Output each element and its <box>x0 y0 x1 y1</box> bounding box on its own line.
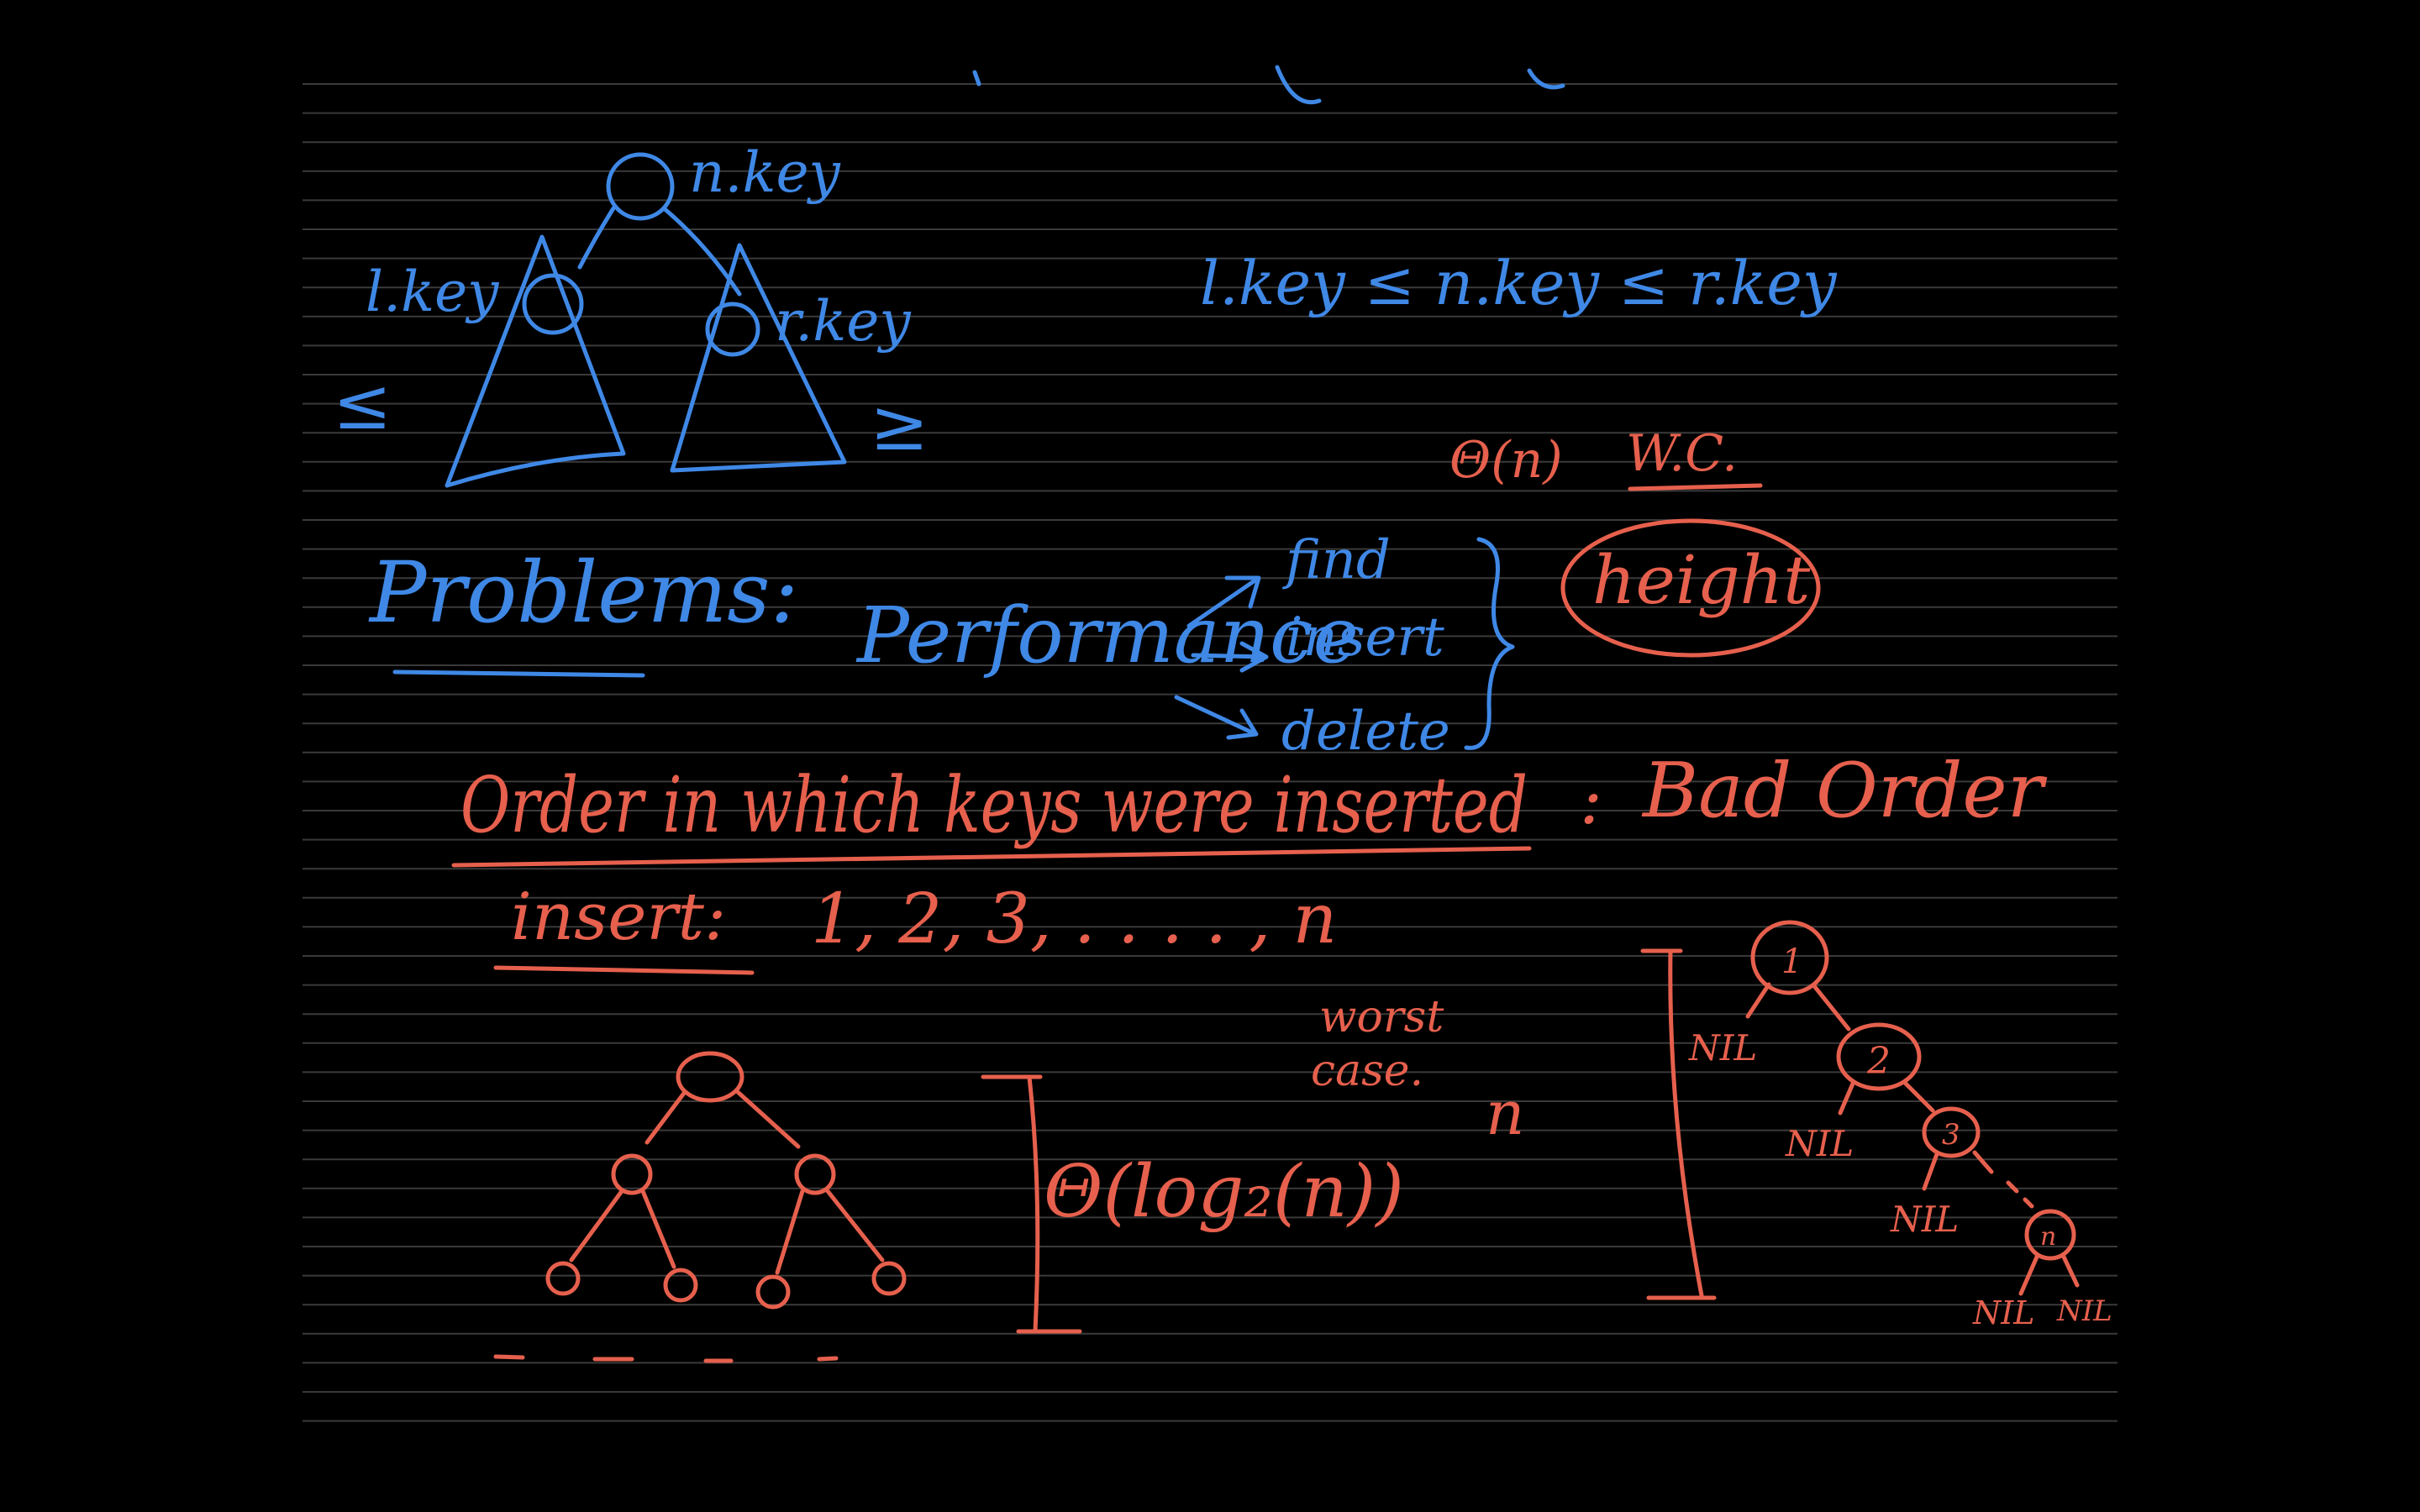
right-relation-symbol: ≥ <box>870 384 929 466</box>
balanced-leaf-1 <box>545 1261 581 1296</box>
order-underline <box>451 846 1532 868</box>
op-find: find <box>1282 529 1391 591</box>
right-subtree-triangle <box>670 243 847 473</box>
worst-case-bound: Θ(n) <box>1449 431 1563 490</box>
worst-case-underline <box>1628 483 1763 491</box>
bst-invariant: l.key ≤ n.key ≤ r.key <box>1200 248 1838 318</box>
right-key-label: r.key <box>775 289 911 354</box>
problems-underline <box>392 669 645 678</box>
chain-node-2 <box>1836 1022 1922 1091</box>
height-circle <box>1560 518 1821 658</box>
left-relation-symbol: ≤ <box>333 363 392 445</box>
ops-brace <box>1464 537 1515 750</box>
balanced-left <box>611 1153 653 1195</box>
arrow-to-delete <box>1174 695 1259 740</box>
arrow-to-find <box>1186 575 1261 628</box>
ruled-lines <box>302 83 2118 1422</box>
chain-node-3 <box>1922 1106 1981 1158</box>
balanced-tree <box>493 1051 907 1363</box>
cut-off-top-strokes <box>972 65 1565 104</box>
order-cause: Order in which keys were inserted <box>460 760 1528 850</box>
insert-underline <box>493 965 755 975</box>
left-subtree-triangle <box>445 234 626 488</box>
bst-diagram <box>445 152 847 488</box>
left-child-node <box>522 273 584 335</box>
op-insert: insert <box>1286 606 1444 669</box>
bad-order-label: Bad Order <box>1641 747 2048 835</box>
order-separator: : <box>1580 761 1602 839</box>
chain-node-1-label: 1 <box>1781 942 1802 981</box>
chain-node-1 <box>1750 920 1829 995</box>
page <box>302 0 2118 1512</box>
problems-heading: Problems: <box>368 543 798 642</box>
root-node <box>606 152 675 221</box>
nil-3: NIL <box>1890 1199 1959 1240</box>
nil-2: NIL <box>1785 1123 1854 1164</box>
chain-node-2-label: 2 <box>1866 1040 1891 1083</box>
balanced-right <box>794 1153 836 1195</box>
balanced-leaf-2 <box>663 1268 698 1303</box>
node-key-label: n.key <box>689 140 841 205</box>
op-delete: delete <box>1281 701 1450 763</box>
worst-chain-tree <box>1745 920 2080 1296</box>
arrow-to-insert <box>1191 641 1269 673</box>
worst-height-n: n <box>1486 1078 1524 1148</box>
root-right-edge <box>661 206 742 297</box>
balanced-height-bound: Θ(log₂(n)) <box>1044 1150 1404 1234</box>
balanced-root <box>676 1051 744 1103</box>
worst-case-label: W.C. <box>1626 424 1738 483</box>
right-child-node <box>705 302 760 357</box>
worst-label-line1: worst <box>1319 992 1444 1042</box>
insert-sequence: 1, 2, 3, . . . . , n <box>811 879 1337 959</box>
nil-5: NIL <box>2056 1294 2112 1328</box>
operation-arrows <box>1174 575 1269 740</box>
worst-label-line2: case. <box>1311 1046 1423 1096</box>
performance-label: Performance <box>855 591 1359 680</box>
nil-1: NIL <box>1688 1027 1757 1068</box>
nil-4: NIL <box>1972 1294 2035 1331</box>
chain-node-n <box>2024 1209 2076 1261</box>
worst-height-bracket <box>1640 948 1717 1300</box>
left-key-label: l.key <box>366 260 499 324</box>
balanced-leaf-3 <box>755 1274 791 1310</box>
height-label: height <box>1592 541 1811 619</box>
chain-node-3-label: 3 <box>1942 1118 1960 1152</box>
insert-label: insert: <box>511 879 726 955</box>
balanced-leaf-4 <box>871 1261 907 1296</box>
chain-node-n-label: n <box>2040 1222 2056 1252</box>
root-left-edge <box>577 206 616 270</box>
balanced-height-bracket <box>981 1074 1082 1334</box>
